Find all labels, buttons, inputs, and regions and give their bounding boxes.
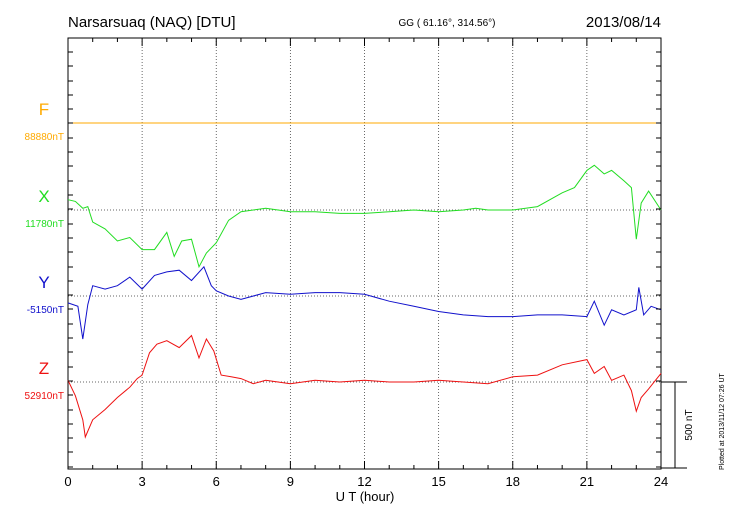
x-tick-label-9: 9	[287, 474, 294, 489]
x-tick-label-12: 12	[357, 474, 371, 489]
plotted-timestamp: Plotted at 2013/11/12 07:26 UT	[719, 373, 726, 470]
x-tick-label-24: 24	[654, 474, 668, 489]
date-label: 2013/08/14	[586, 14, 661, 31]
baseline-value-f: 88880nT	[25, 132, 64, 143]
series-line-z	[67, 334, 662, 439]
x-tick-label-0: 0	[64, 474, 71, 489]
x-tick-label-18: 18	[506, 474, 520, 489]
x-axis-ticks: 0 3 6 9 12 15 18 21 24	[64, 38, 668, 489]
scale-bar: 500 nT	[661, 381, 695, 469]
x-tick-label-6: 6	[213, 474, 220, 489]
baseline-value-x: 11780nT	[25, 219, 64, 230]
x-tick-label-15: 15	[431, 474, 445, 489]
geo-coordinates: GG ( 61.16°, 314.56°)	[399, 18, 496, 29]
series-labels: F 88880nT X 11780nT Y -5150nT Z 52910nT	[25, 100, 64, 402]
scale-bar-label: 500 nT	[684, 409, 695, 440]
grid-lines	[141, 38, 588, 469]
station-title: Narsarsuaq (NAQ) [DTU]	[68, 14, 236, 31]
series-name-f: F	[39, 100, 49, 119]
data-series	[67, 122, 662, 439]
x-tick-label-3: 3	[139, 474, 146, 489]
series-line-x	[67, 164, 662, 269]
x-axis-title: U T (hour)	[336, 489, 395, 504]
x-tick-label-21: 21	[580, 474, 594, 489]
series-name-z: Z	[39, 359, 49, 378]
series-line-y	[67, 265, 662, 340]
baseline-value-z: 52910nT	[25, 391, 64, 402]
series-name-x: X	[38, 187, 49, 206]
baseline-value-y: -5150nT	[27, 305, 64, 316]
series-name-y: Y	[38, 273, 49, 292]
